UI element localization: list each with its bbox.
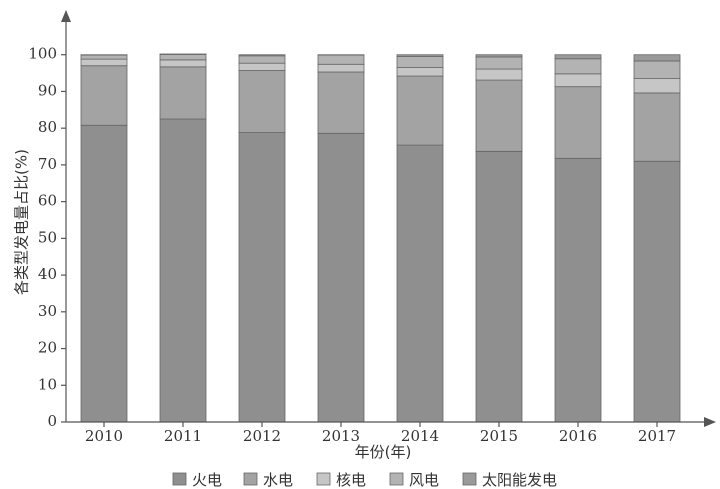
x-axis-arrow-icon — [704, 417, 716, 427]
legend-label: 太阳能发电 — [482, 471, 557, 489]
axes-layer — [61, 10, 716, 427]
bar-segment-2015-3 — [475, 56, 523, 70]
y-ticks-layer: 0 10 20 30 40 50 60 70 80 90 100 — [28, 45, 66, 430]
legend-label: 火电 — [192, 471, 222, 489]
x-axis-title: 年份(年) — [355, 443, 412, 461]
x-tick-label: 2012 — [243, 427, 281, 445]
bar-segment-2010-2 — [80, 58, 128, 67]
x-tick-label: 2016 — [559, 427, 597, 445]
bar-segment-2017-1 — [633, 92, 681, 162]
y-tick-label: 70 — [38, 155, 57, 173]
bar-segment-2013-1 — [317, 71, 365, 134]
legend-label: 核电 — [336, 471, 366, 489]
bar-segment-2011-1 — [159, 66, 207, 120]
bar-segment-2015-1 — [475, 79, 523, 152]
bar-segment-2017-0 — [633, 160, 681, 423]
bar-segment-2016-0 — [554, 157, 602, 423]
bar-segment-2014-1 — [396, 75, 444, 146]
bar-segment-2013-3 — [317, 54, 365, 65]
y-tick-label: 80 — [38, 118, 57, 136]
bar-segment-2012-1 — [238, 70, 286, 133]
y-tick-label: 30 — [38, 302, 57, 320]
bar-segment-2016-1 — [554, 86, 602, 159]
y-tick-label: 40 — [38, 265, 57, 283]
bar-segment-2017-3 — [633, 60, 681, 80]
legend-swatch — [172, 472, 187, 486]
y-tick-label: 20 — [38, 339, 57, 357]
x-ticks-layer: 2010 2011 2012 2013 2014 2015 2016 2017 — [85, 422, 676, 445]
y-tick-label: 90 — [38, 81, 57, 99]
bar-segment-2013-2 — [317, 63, 365, 73]
x-tick-label: 2011 — [164, 427, 202, 445]
bar-segment-2017-2 — [633, 78, 681, 94]
legend: 火电 水电 核电 风电 太阳能发电 — [172, 471, 557, 489]
legend-swatch — [243, 472, 258, 486]
bar-segment-2010-0 — [80, 124, 128, 423]
x-tick-label: 2014 — [401, 427, 439, 445]
bar-segment-2012-4 — [238, 54, 286, 57]
x-tick-label: 2017 — [638, 427, 676, 445]
bar-segment-2016-4 — [554, 54, 602, 60]
bars-layer — [80, 53, 681, 423]
y-tick-label: 60 — [38, 192, 57, 210]
bar-segment-2011-2 — [159, 59, 207, 68]
legend-label: 风电 — [409, 471, 439, 489]
bar-segment-2013-0 — [317, 132, 365, 423]
bar-segment-2017-4 — [633, 54, 681, 62]
legend-swatch — [389, 472, 404, 486]
x-tick-label: 2015 — [480, 427, 518, 445]
bar-segment-2015-2 — [475, 68, 523, 81]
bar-segment-2016-2 — [554, 73, 602, 88]
legend-swatch — [462, 472, 477, 486]
bar-segment-2012-0 — [238, 132, 286, 423]
bar-segment-2014-3 — [396, 56, 444, 68]
bar-segment-2010-3 — [80, 54, 128, 60]
bar-segment-2014-0 — [396, 144, 444, 423]
bar-segment-2011-3 — [159, 53, 207, 61]
y-tick-label: 0 — [47, 412, 57, 430]
bar-segment-2011-0 — [159, 118, 207, 423]
bar-segment-2012-2 — [238, 62, 286, 71]
bar-segment-2010-1 — [80, 65, 128, 126]
y-axis-arrow-icon — [61, 10, 71, 22]
legend-label: 水电 — [263, 471, 293, 489]
y-tick-label: 50 — [38, 228, 57, 246]
y-axis-title: 各类型发电量占比(%) — [13, 149, 31, 295]
legend-swatch — [316, 472, 331, 486]
bar-segment-2016-3 — [554, 58, 602, 75]
x-tick-label: 2013 — [322, 427, 360, 445]
bar-segment-2014-2 — [396, 67, 444, 77]
bar-segment-2015-0 — [475, 150, 523, 423]
x-tick-label: 2010 — [85, 427, 123, 445]
bar-segment-2015-4 — [475, 54, 523, 58]
bar-segment-2012-3 — [238, 55, 286, 64]
y-tick-label: 10 — [38, 375, 57, 393]
bar-segment-2014-4 — [396, 54, 444, 57]
y-tick-label: 100 — [28, 45, 57, 63]
